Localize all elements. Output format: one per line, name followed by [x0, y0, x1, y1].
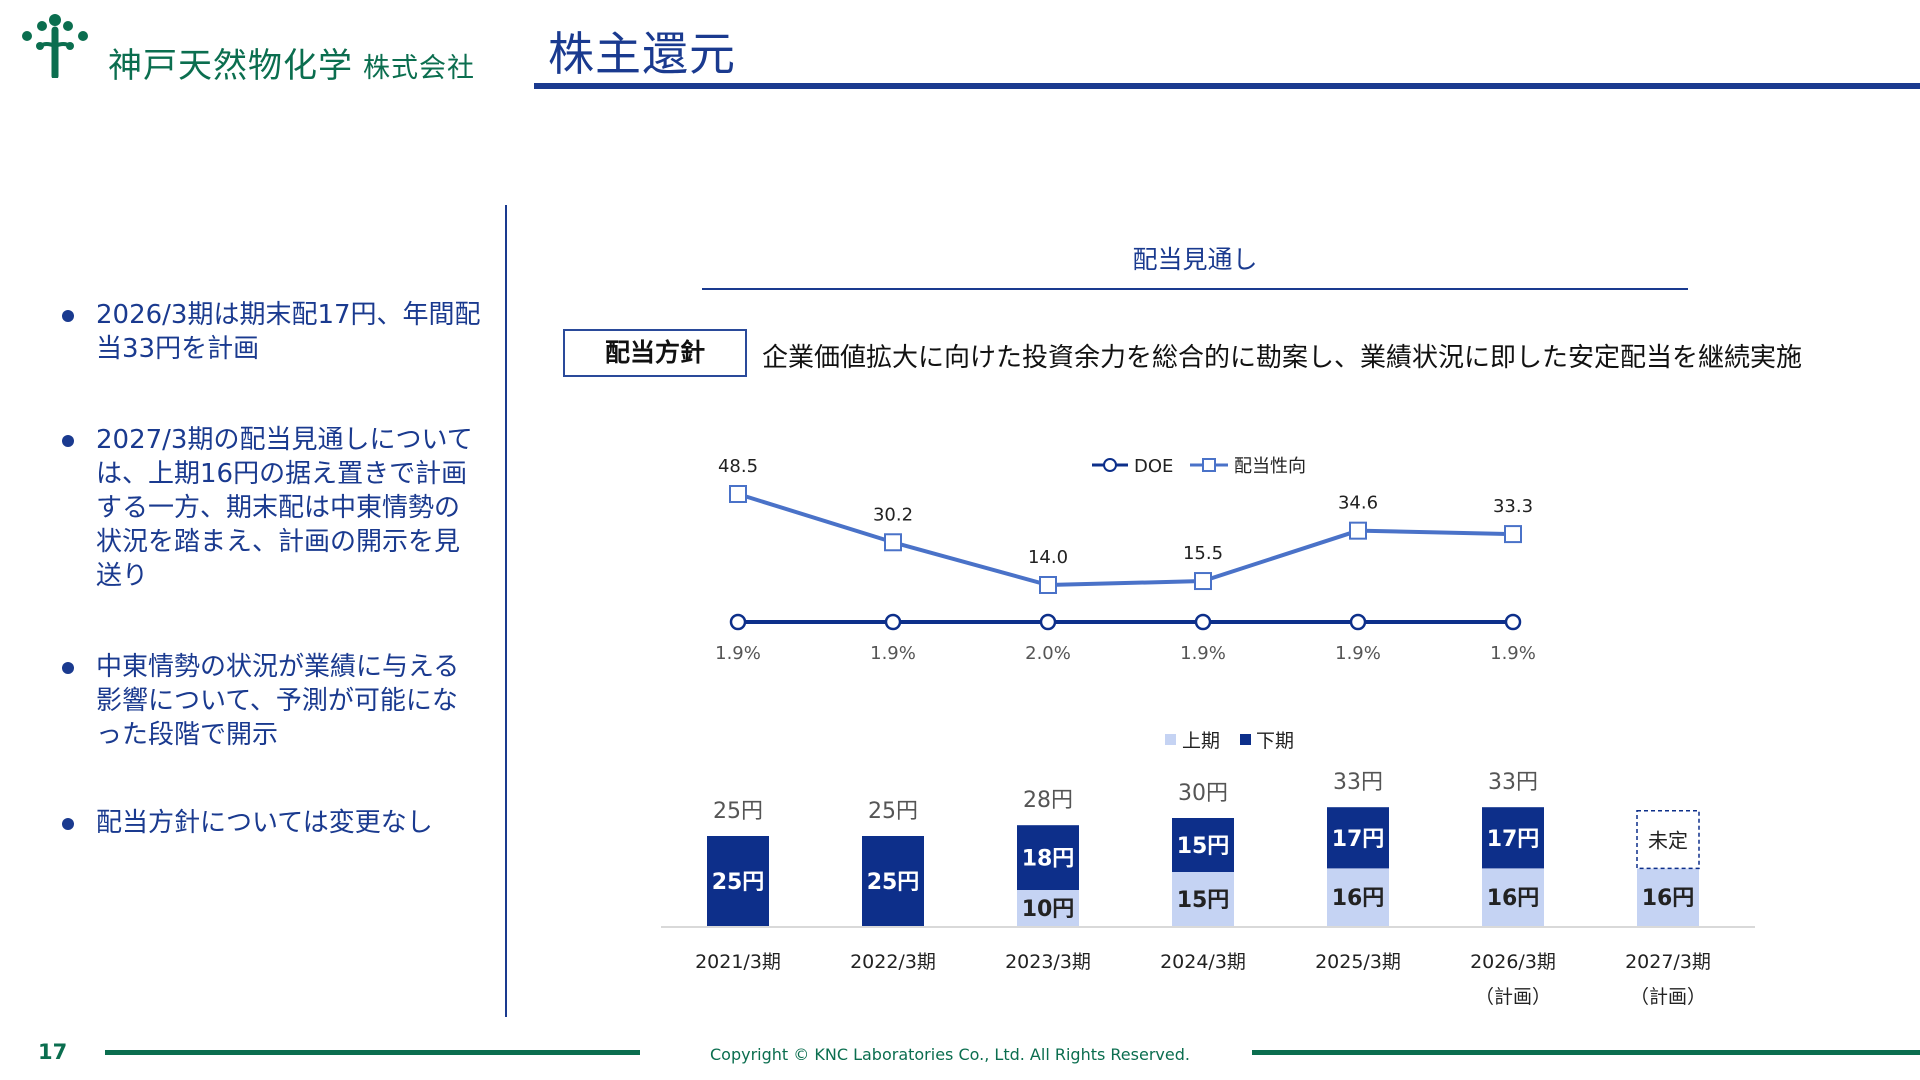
- bar-category-label: 2021/3期: [695, 951, 781, 973]
- bullet-item: 中東情勢の状況が業績に与える影響について、予測が可能になった段階で開示: [62, 650, 482, 752]
- section-heading-rule: [702, 288, 1688, 290]
- bar-second-half: [1327, 807, 1389, 869]
- payout-ratio-label: 48.5: [718, 456, 758, 477]
- bar-second-half: [1017, 825, 1079, 890]
- payout-ratio-label: 15.5: [1183, 543, 1223, 564]
- doe-label: 1.9%: [1180, 643, 1226, 664]
- payout-ratio-label: 34.6: [1338, 493, 1378, 514]
- bullet-text: 中東情勢の状況が業績に与える影響について、予測が可能になった段階で開示: [96, 652, 460, 750]
- bar-first-half-label: 16円: [1642, 886, 1695, 911]
- bullet-dot-icon: [62, 818, 74, 830]
- footer-rule-right: [1252, 1050, 1920, 1055]
- bullet-text: 配当方針については変更なし: [96, 808, 433, 838]
- payout-ratio-label: 30.2: [873, 504, 913, 525]
- bar-first-half: [1482, 868, 1544, 926]
- payout-ratio-label: 33.3: [1493, 496, 1533, 517]
- bar-second-half-label: 17円: [1487, 827, 1540, 852]
- footer-rule-left: [105, 1050, 640, 1055]
- doe-point: [729, 613, 747, 631]
- company-name: 神戸天然物化学 株式会社: [108, 46, 475, 86]
- doe-label: 1.9%: [1335, 643, 1381, 664]
- bar-category-label: 2027/3期: [1625, 951, 1711, 973]
- legend-payout-label: 配当性向: [1234, 456, 1306, 477]
- bar-second-half: [1482, 807, 1544, 869]
- bar-category-label: 2024/3期: [1160, 951, 1246, 973]
- bar-first-half: [1017, 890, 1079, 926]
- bar-first-half: [1637, 868, 1699, 926]
- vertical-divider: [505, 205, 507, 1017]
- bullet-item: 2027/3期の配当見通しについては、上期16円の据え置きで計画する一方、期末配…: [62, 423, 482, 593]
- bar-second-half-label: 25円: [867, 870, 920, 895]
- bullet-text: 2026/3期は期末配17円、年間配当33円を計画: [96, 300, 481, 364]
- payout-ratio-line: [737, 492, 1514, 588]
- policy-label: 配当方針: [563, 329, 747, 377]
- company-suffix: 株式会社: [363, 53, 475, 84]
- doe-point: [1039, 613, 1057, 631]
- doe-point: [1504, 613, 1522, 631]
- bar-total-label: 25円: [868, 799, 918, 824]
- bar-first-half-label: 10円: [1022, 897, 1075, 922]
- payout-ratio-point: [1194, 572, 1212, 591]
- bar-total-label: 25円: [713, 799, 763, 824]
- payout-ratio-point: [729, 485, 747, 503]
- bar-total-label: 30円: [1178, 781, 1228, 806]
- bar-category-note: （計画）: [1475, 986, 1551, 1008]
- legend-second-half-label: 下期: [1256, 730, 1294, 752]
- section-heading: 配当見通し: [1132, 245, 1258, 274]
- bar-undetermined-label: 未定: [1648, 829, 1688, 853]
- bar-undetermined-box: [1636, 810, 1700, 870]
- legend-first-half-swatch: [1165, 734, 1176, 745]
- payout-ratio-label: 14.0: [1028, 547, 1068, 568]
- bar-total-label: 33円: [1333, 770, 1383, 795]
- bullet-text: 2027/3期の配当見通しについては、上期16円の据え置きで計画する一方、期末配…: [96, 425, 473, 591]
- bar-first-half: [1172, 872, 1234, 926]
- bar-first-half-label: 15円: [1177, 888, 1230, 913]
- legend-doe-marker: [1103, 458, 1117, 472]
- legend-first-half-label: 上期: [1182, 730, 1220, 752]
- bar-category-label: 2026/3期: [1470, 951, 1556, 973]
- legend-second-half-swatch: [1240, 734, 1251, 745]
- title-underline: [534, 83, 1920, 89]
- doe-point: [884, 613, 902, 631]
- bar-first-half-label: 16円: [1332, 886, 1385, 911]
- doe-label: 1.9%: [715, 643, 761, 664]
- payout-ratio-point: [1039, 576, 1057, 594]
- page-title: 株主還元: [548, 27, 736, 81]
- bar-second-half-label: 15円: [1177, 834, 1230, 859]
- payout-ratio-point: [1504, 525, 1522, 544]
- bar-total-label: 28円: [1023, 788, 1073, 813]
- bar-second-half-label: 18円: [1022, 847, 1075, 872]
- legend-payout-marker: [1202, 458, 1216, 472]
- doe-label: 1.9%: [870, 643, 916, 664]
- bar-second-half-label: 17円: [1332, 827, 1385, 852]
- company-logo-icon: [22, 14, 88, 78]
- bullet-dot-icon: [62, 310, 74, 322]
- doe-label: 2.0%: [1025, 643, 1071, 664]
- bar-second-half: [1172, 818, 1234, 872]
- doe-label: 1.9%: [1490, 643, 1536, 664]
- bar-second-half: [707, 836, 769, 926]
- bullet-item: 2026/3期は期末配17円、年間配当33円を計画: [62, 298, 482, 366]
- bar-first-half: [1327, 868, 1389, 926]
- bullet-dot-icon: [62, 435, 74, 447]
- bullet-item: 配当方針については変更なし: [62, 806, 482, 840]
- bar-second-half: [862, 836, 924, 926]
- payout-ratio-point: [884, 533, 902, 552]
- doe-point: [1349, 613, 1367, 631]
- doe-point: [1194, 613, 1212, 631]
- legend-doe-label: DOE: [1134, 456, 1173, 477]
- bar-category-note: （計画）: [1630, 986, 1706, 1008]
- page-number: 17: [38, 1040, 68, 1064]
- bar-category-label: 2022/3期: [850, 951, 936, 973]
- bar-category-label: 2023/3期: [1005, 951, 1091, 973]
- payout-ratio-point: [1349, 521, 1367, 540]
- bar-second-half-label: 25円: [712, 870, 765, 895]
- bar-category-label: 2025/3期: [1315, 951, 1401, 973]
- bar-first-half-label: 16円: [1487, 886, 1540, 911]
- bar-total-label: 33円: [1488, 770, 1538, 795]
- copyright-text: Copyright © KNC Laboratories Co., Ltd. A…: [710, 1045, 1190, 1064]
- bullet-dot-icon: [62, 662, 74, 674]
- policy-text: 企業価値拡大に向けた投資余力を総合的に勘案し、業績状況に即した安定配当を継続実施: [762, 343, 1803, 373]
